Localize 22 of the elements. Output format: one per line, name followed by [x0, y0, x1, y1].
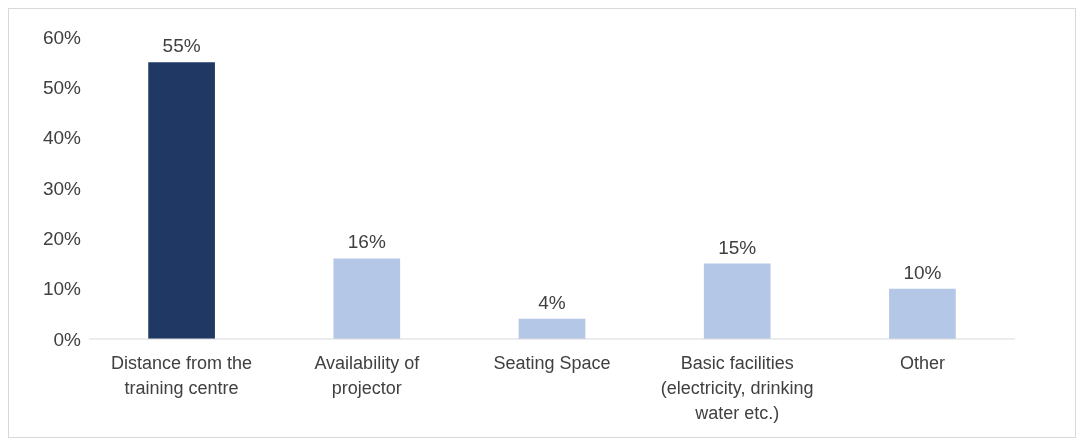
- bar: [889, 288, 956, 339]
- data-label: 10%: [903, 261, 942, 283]
- y-tick-label: 10%: [42, 278, 82, 300]
- bar: [518, 318, 586, 339]
- x-tick-label: Other: [899, 353, 945, 373]
- data-label: 15%: [718, 236, 757, 258]
- y-tick-label: 0%: [53, 328, 82, 350]
- y-tick-label: 20%: [42, 228, 82, 250]
- y-tick-label: 50%: [42, 77, 82, 99]
- data-label: 16%: [347, 231, 386, 253]
- x-tick-label: Availability of projector: [314, 353, 421, 398]
- bar: [333, 258, 401, 339]
- y-tick-label: 30%: [42, 177, 82, 199]
- y-tick-label: 40%: [42, 127, 82, 149]
- x-tick-label: Seating Space: [493, 353, 611, 373]
- bar: [148, 62, 215, 339]
- bar: [703, 263, 771, 339]
- y-tick-label: 60%: [42, 26, 82, 48]
- x-tick-label: Basic facilities (electricity, drinking water etc.): [660, 353, 814, 423]
- data-label: 55%: [162, 35, 201, 57]
- data-label: 4%: [538, 291, 566, 313]
- x-tick-label: Distance from the training centre: [111, 353, 253, 398]
